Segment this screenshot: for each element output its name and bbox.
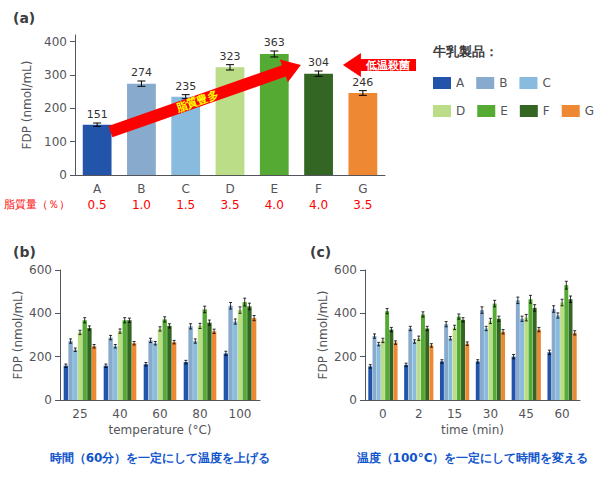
svg-text:1.5: 1.5 bbox=[176, 198, 195, 212]
svg-text:3.5: 3.5 bbox=[220, 198, 239, 212]
svg-text:600: 600 bbox=[29, 263, 52, 277]
svg-text:FDP (nmol/mL): FDP (nmol/mL) bbox=[11, 291, 25, 380]
svg-text:0: 0 bbox=[379, 407, 387, 421]
svg-text:0.5: 0.5 bbox=[88, 198, 107, 212]
svg-text:B: B bbox=[499, 76, 507, 90]
svg-text:FDP (nmol/mL): FDP (nmol/mL) bbox=[316, 291, 330, 380]
svg-text:F: F bbox=[543, 104, 550, 118]
svg-text:G: G bbox=[358, 182, 367, 196]
svg-text:G: G bbox=[585, 104, 594, 118]
svg-text:400: 400 bbox=[334, 306, 357, 320]
svg-text:274: 274 bbox=[131, 66, 152, 79]
svg-text:3.5: 3.5 bbox=[353, 198, 372, 212]
svg-text:4.0: 4.0 bbox=[265, 198, 284, 212]
svg-text:0: 0 bbox=[44, 393, 52, 407]
svg-text:D: D bbox=[456, 104, 465, 118]
svg-text:4.0: 4.0 bbox=[309, 198, 328, 212]
svg-text:B: B bbox=[137, 182, 145, 196]
svg-text:45: 45 bbox=[519, 407, 534, 421]
svg-text:15: 15 bbox=[447, 407, 462, 421]
svg-text:A: A bbox=[456, 76, 465, 90]
svg-text:235: 235 bbox=[175, 80, 196, 93]
svg-text:363: 363 bbox=[264, 36, 285, 49]
svg-text:200: 200 bbox=[29, 350, 52, 364]
svg-text:2: 2 bbox=[415, 407, 423, 421]
svg-text:E: E bbox=[500, 104, 508, 118]
svg-text:100: 100 bbox=[44, 135, 67, 149]
svg-text:30: 30 bbox=[483, 407, 498, 421]
svg-text:(c): (c) bbox=[310, 244, 331, 260]
svg-text:脂質豊多: 脂質豊多 bbox=[173, 88, 220, 115]
svg-text:323: 323 bbox=[220, 50, 241, 63]
svg-text:牛乳製品：: 牛乳製品： bbox=[432, 44, 498, 59]
svg-text:E: E bbox=[270, 182, 278, 196]
svg-text:F: F bbox=[315, 182, 322, 196]
svg-text:C: C bbox=[182, 182, 190, 196]
svg-text:温度（100°C）を一定にして時間を変える: 温度（100°C）を一定にして時間を変える bbox=[356, 451, 589, 465]
svg-text:400: 400 bbox=[44, 35, 67, 49]
svg-text:304: 304 bbox=[308, 56, 329, 69]
svg-text:200: 200 bbox=[44, 101, 67, 115]
svg-text:400: 400 bbox=[29, 306, 52, 320]
svg-text:(a): (a) bbox=[13, 10, 35, 26]
svg-text:temperature (°C): temperature (°C) bbox=[109, 423, 212, 437]
svg-text:151: 151 bbox=[87, 108, 108, 121]
svg-text:(b): (b) bbox=[13, 244, 36, 260]
svg-text:0: 0 bbox=[59, 168, 67, 182]
svg-text:低温殺菌: 低温殺菌 bbox=[365, 59, 410, 72]
svg-text:D: D bbox=[225, 182, 234, 196]
svg-text:25: 25 bbox=[72, 407, 87, 421]
svg-text:600: 600 bbox=[334, 263, 357, 277]
svg-text:60: 60 bbox=[152, 407, 167, 421]
svg-text:0: 0 bbox=[349, 393, 357, 407]
svg-text:時間（60分）を一定にして温度を上げる: 時間（60分）を一定にして温度を上げる bbox=[50, 451, 271, 465]
svg-text:time (min): time (min) bbox=[441, 423, 504, 437]
svg-text:FDP (nmol/mL): FDP (nmol/mL) bbox=[20, 61, 34, 150]
svg-text:200: 200 bbox=[334, 350, 357, 364]
svg-text:40: 40 bbox=[112, 407, 127, 421]
svg-text:246: 246 bbox=[352, 76, 373, 89]
svg-text:100: 100 bbox=[229, 407, 252, 421]
svg-text:60: 60 bbox=[554, 407, 569, 421]
svg-text:A: A bbox=[93, 182, 102, 196]
svg-text:300: 300 bbox=[44, 68, 67, 82]
svg-text:脂質量（％）: 脂質量（％） bbox=[4, 198, 70, 211]
svg-text:1.0: 1.0 bbox=[132, 198, 151, 212]
svg-text:80: 80 bbox=[192, 407, 207, 421]
svg-text:C: C bbox=[542, 76, 550, 90]
